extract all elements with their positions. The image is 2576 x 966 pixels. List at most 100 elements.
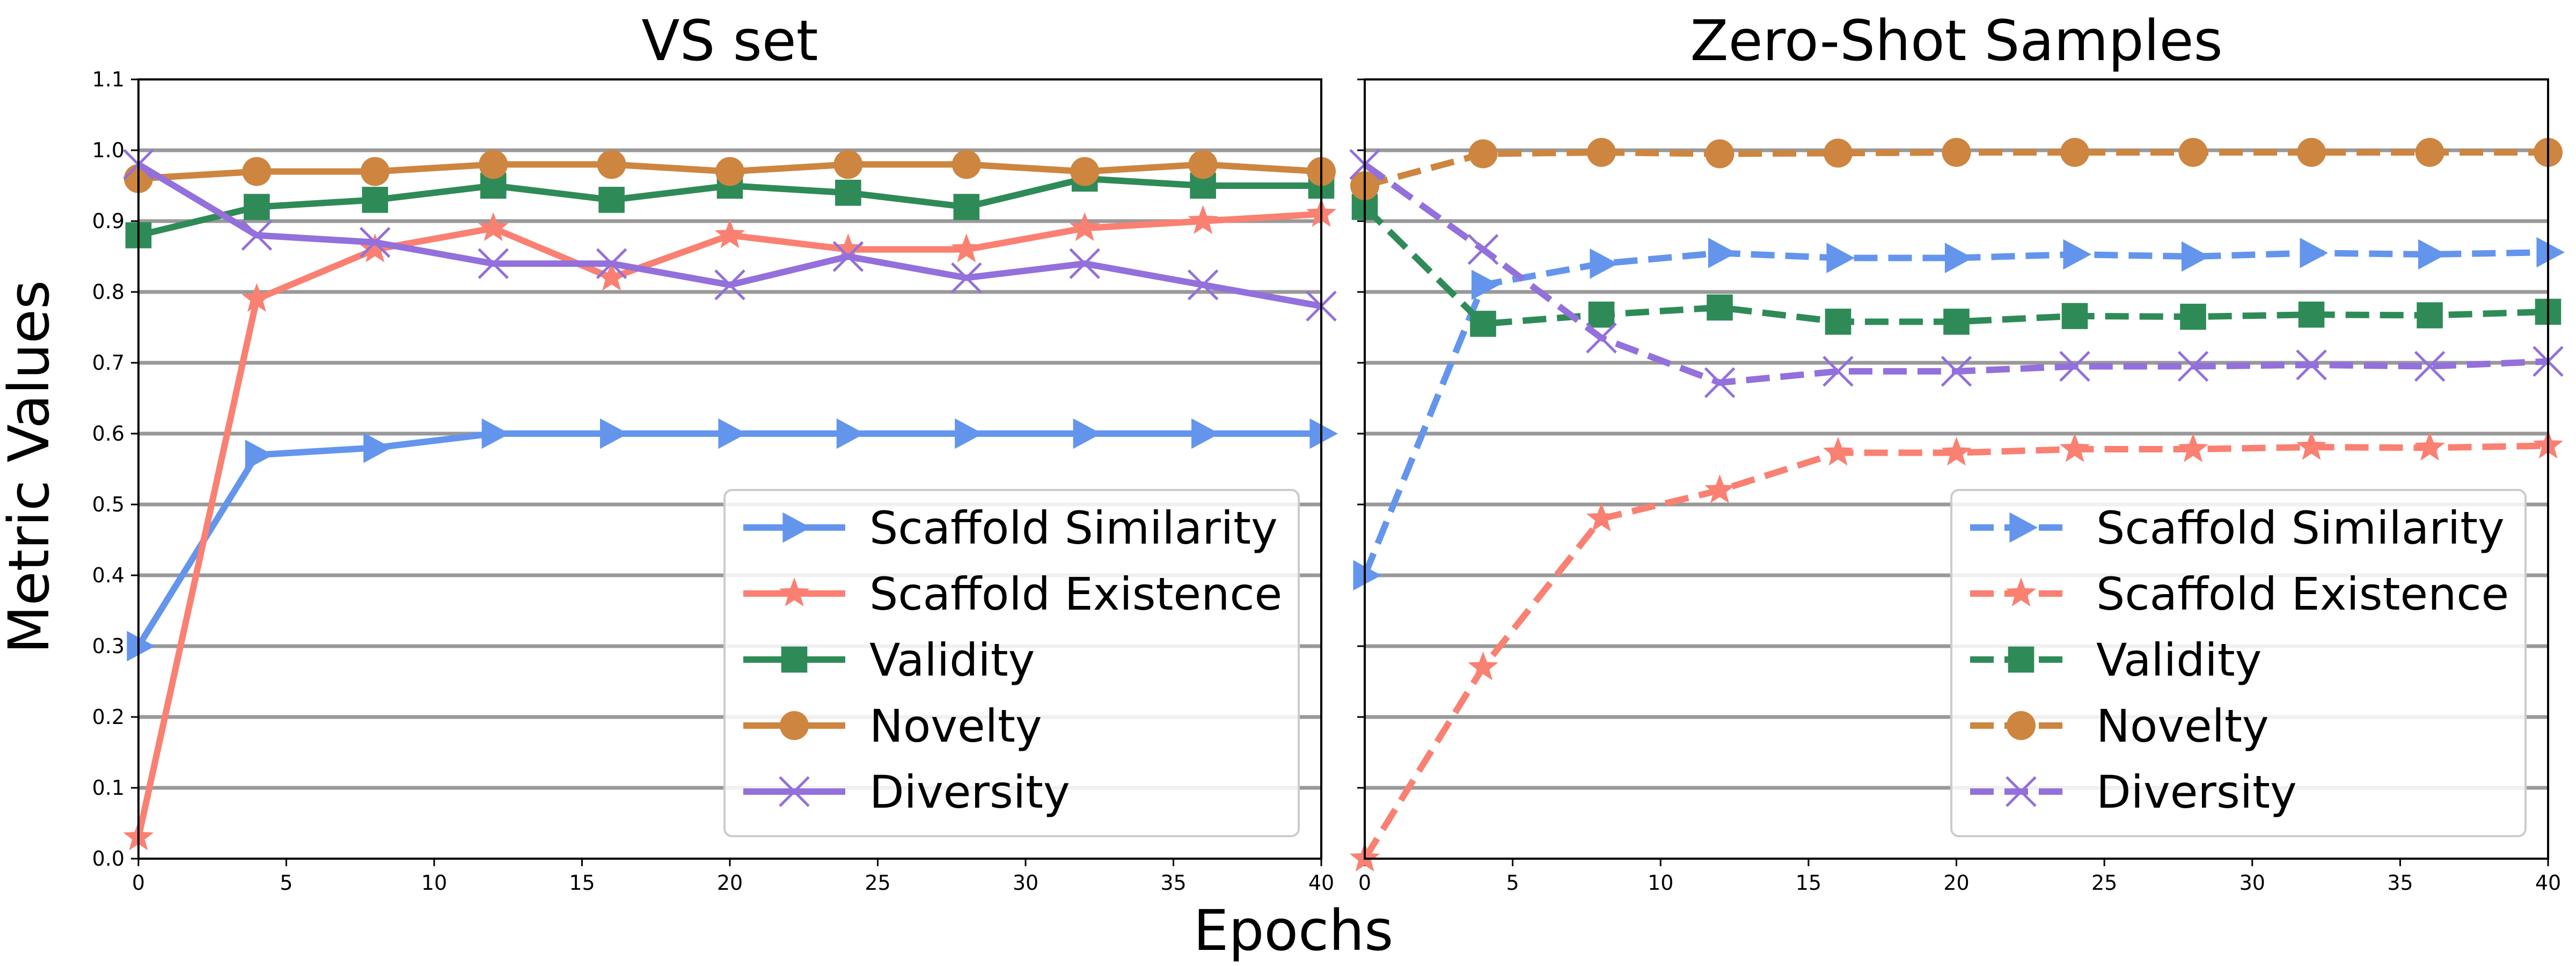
data-point — [2178, 433, 2208, 463]
y-tick-label: 0.6 — [92, 422, 125, 445]
x-tick-label: 40 — [2535, 871, 2561, 895]
data-point — [2417, 302, 2443, 328]
data-point — [1069, 248, 1100, 279]
legend: Scaffold Similarity Scaffold Existence Val… — [723, 489, 1300, 837]
data-point — [2177, 350, 2209, 382]
data-point — [241, 219, 273, 251]
x-tick-label: 25 — [865, 871, 890, 895]
data-point — [360, 226, 391, 258]
legend-entry: Validity — [1970, 634, 2262, 686]
legend-marker — [780, 711, 809, 740]
data-point — [1826, 243, 1855, 273]
data-point — [598, 187, 625, 213]
x-tick-label: 25 — [2091, 871, 2117, 895]
x-tick-label: 15 — [569, 871, 595, 895]
data-point — [1309, 418, 1338, 449]
data-point — [1470, 311, 1496, 337]
axes-frame — [137, 78, 1322, 860]
data-point — [2297, 137, 2326, 167]
data-point — [953, 194, 980, 220]
legend-box — [723, 489, 1300, 837]
series-scaffold-similarity — [127, 418, 1338, 662]
legend-label: Scaffold Similarity — [2096, 502, 2505, 554]
y-tick-label: 0.2 — [92, 705, 125, 729]
legend-label: Validity — [2096, 634, 2262, 686]
data-point — [1187, 269, 1219, 301]
data-point — [245, 440, 274, 470]
legend-label: Novelty — [2096, 700, 2269, 752]
legend-entry: Novelty — [743, 700, 1042, 752]
data-point — [2059, 433, 2090, 463]
chart-title: Zero-Shot Samples — [1690, 8, 2222, 74]
y-tick-label: 0.9 — [92, 209, 125, 233]
data-point — [1708, 238, 1737, 268]
legend-box — [1950, 489, 2527, 837]
x-axis-label: Epochs — [1194, 898, 1394, 963]
data-point — [1942, 137, 1971, 167]
data-point — [2180, 303, 2206, 330]
data-point — [2296, 349, 2327, 380]
data-point — [242, 157, 272, 186]
x-tick-label: 35 — [1160, 871, 1186, 895]
data-point — [835, 179, 861, 206]
data-point — [1943, 309, 1970, 335]
data-point — [1705, 139, 1735, 169]
data-point — [1707, 294, 1733, 321]
data-point — [363, 433, 392, 463]
legend-marker — [779, 776, 810, 807]
y-tick-label: 0.1 — [92, 776, 125, 800]
legend-marker — [2006, 776, 2037, 807]
legend-marker — [779, 577, 810, 607]
legend-entry: Scaffold Existence — [1970, 568, 2509, 620]
legend-label: Diversity — [869, 766, 1070, 818]
data-point — [479, 150, 508, 179]
y-tick-label: 0.3 — [92, 634, 125, 658]
x-tick-label: 0 — [132, 871, 145, 895]
data-point — [1070, 157, 1100, 186]
y-tick-label: 0.8 — [92, 280, 125, 304]
data-point — [1704, 367, 1736, 398]
data-point — [1471, 269, 1500, 301]
series-diversity — [1349, 149, 2564, 398]
series-line — [1363, 162, 2549, 386]
data-point — [1825, 309, 1851, 335]
data-point — [360, 157, 390, 186]
legend-entry: Diversity — [743, 766, 1070, 818]
x-tick-label: 0 — [1358, 871, 1371, 895]
legend-entry: Scaffold Existence — [743, 568, 1282, 620]
data-point — [481, 418, 510, 449]
data-point — [2418, 239, 2447, 270]
data-point — [1704, 474, 1735, 503]
data-point — [715, 157, 744, 186]
x-tick-label: 10 — [1648, 871, 1673, 895]
y-axis-label: Metric Values — [0, 280, 62, 654]
data-point — [2178, 137, 2208, 167]
data-point — [360, 233, 391, 262]
data-point — [2061, 303, 2088, 330]
data-point — [832, 241, 864, 272]
data-point — [1069, 212, 1100, 241]
data-point — [1468, 139, 1498, 169]
legend-label: Scaffold Existence — [2096, 568, 2509, 620]
legend-label: Novelty — [869, 700, 1042, 752]
data-point — [714, 269, 745, 301]
legend-marker — [2007, 711, 2036, 740]
data-point — [1590, 248, 1619, 279]
x-tick-label: 30 — [2240, 871, 2265, 895]
data-point — [2060, 137, 2089, 167]
data-point — [1073, 418, 1102, 449]
legend-marker — [2009, 512, 2038, 543]
legend-entry: Scaffold Similarity — [743, 502, 1278, 554]
legend-marker — [2006, 577, 2037, 607]
data-point — [2181, 241, 2210, 272]
data-point — [2298, 301, 2325, 328]
data-point — [951, 262, 982, 294]
x-tick-label: 40 — [1308, 871, 1334, 895]
x-tick-label: 20 — [717, 871, 743, 895]
data-point — [718, 418, 747, 449]
data-point — [1823, 356, 1854, 387]
data-point — [2415, 137, 2445, 167]
data-point — [1587, 137, 1616, 167]
data-point — [955, 418, 983, 449]
